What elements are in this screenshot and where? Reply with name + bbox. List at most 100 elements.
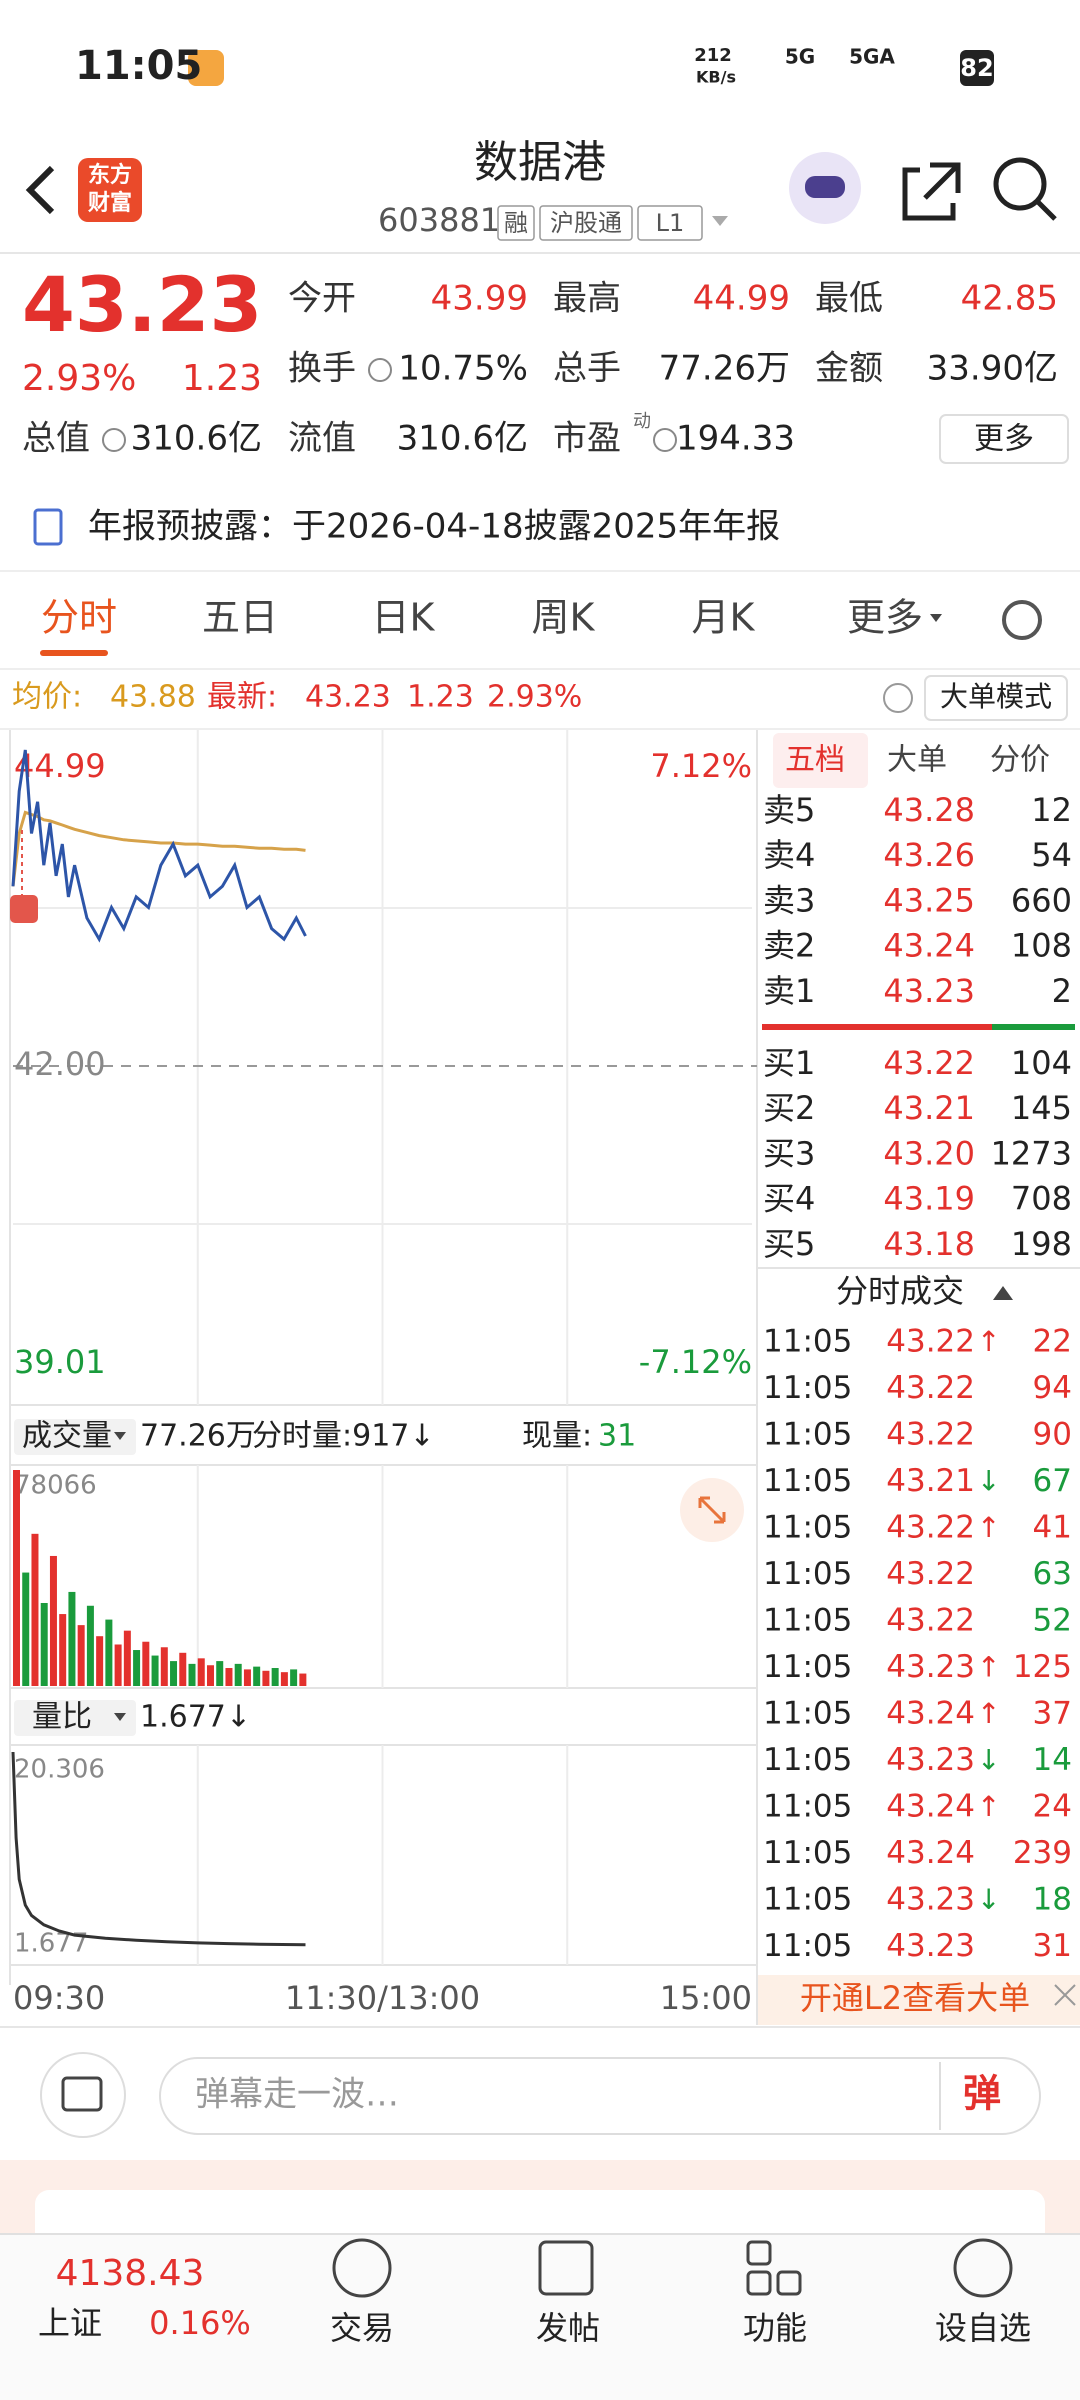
trade-time: 11:05 [763, 1603, 852, 1639]
trade-arrow: ↑ [977, 1790, 1000, 1823]
field-label: 最低 [815, 279, 883, 319]
field-label: 金额 [815, 349, 883, 389]
trade-arrow: ↑ [977, 1697, 1000, 1730]
book-price: 43.21 [883, 1089, 975, 1127]
info-icon [653, 428, 677, 452]
more-button[interactable] [939, 414, 1069, 464]
tag-box [539, 205, 633, 241]
trade-qty: 18 [1033, 1882, 1072, 1918]
y-tick-label: 42.00 [14, 1045, 106, 1083]
trade-time: 11:05 [763, 1370, 852, 1406]
y-tick-label: 20.306 [14, 1755, 105, 1785]
battery-level: 82 [960, 54, 993, 82]
y-tick-label: 1.677 [14, 1929, 88, 1959]
book-price: 43.25 [883, 881, 975, 919]
trade-qty: 63 [1033, 1556, 1072, 1592]
buy-strength [992, 1024, 1075, 1030]
logo [78, 158, 142, 222]
volume-bar [133, 1650, 141, 1686]
volume-bar [262, 1670, 270, 1686]
trade-arrow: ↓ [977, 1465, 1000, 1498]
trade-price: 43.22 [886, 1556, 975, 1592]
ratio-dropdown[interactable] [14, 1700, 136, 1736]
nav-label: 设自选 [935, 2309, 1031, 2347]
book-tab-active[interactable] [773, 733, 868, 788]
help-icon[interactable] [883, 683, 913, 713]
tag-box [497, 205, 535, 241]
network: 5G [785, 45, 815, 69]
field-value: 77.26万 [659, 349, 790, 389]
settings-button[interactable] [1002, 600, 1042, 640]
trade-price: 43.24 [886, 1696, 975, 1732]
y2-tick-label: -7.12% [639, 1343, 752, 1381]
volume-bar [206, 1665, 214, 1686]
danmaku-toggle[interactable] [40, 2052, 126, 2138]
book-price: 43.18 [883, 1225, 975, 1263]
y-tick-label: 39.01 [14, 1343, 106, 1381]
search-button[interactable] [993, 157, 1047, 211]
book-qty: 145 [1011, 1089, 1072, 1127]
index-pct: 0.16% [149, 2304, 251, 2342]
trade-price: 43.23 [886, 1649, 975, 1685]
book-qty: 708 [1011, 1180, 1072, 1218]
trade-price: 43.22 [886, 1510, 975, 1546]
mode-button[interactable] [924, 675, 1068, 721]
l2-banner[interactable] [758, 1975, 1080, 2025]
watchlist-icon[interactable] [953, 2238, 1013, 2298]
post-icon[interactable] [538, 2240, 594, 2296]
function-icon [746, 2270, 772, 2296]
volume-bar [22, 1572, 30, 1686]
trade-time: 11:05 [763, 1649, 852, 1685]
current-volume-label: 现量: [522, 1419, 592, 1454]
book-label: 买1 [763, 1044, 815, 1082]
ratio-title: 量比 [32, 1700, 92, 1735]
volume-bar [234, 1663, 242, 1686]
book-label: 卖5 [763, 791, 815, 829]
trade-arrow: ↓ [977, 1883, 1000, 1916]
avg-value: 43.88 [110, 680, 196, 715]
field-value: 33.90亿 [927, 349, 1058, 389]
comment-input[interactable] [159, 2057, 1041, 2135]
trade-time: 11:05 [763, 1835, 852, 1871]
book-qty: 108 [1011, 927, 1072, 965]
close-banner[interactable] [1054, 1984, 1076, 2006]
pct-value: 2.93% [487, 680, 582, 715]
trade-qty: 31 [1033, 1928, 1072, 1964]
field-label: 最高 [553, 279, 621, 319]
back-button[interactable] [25, 165, 55, 215]
field-label: 今开 [288, 279, 356, 319]
mode-label: 大单模式 [940, 680, 1052, 713]
volume-bar [59, 1614, 67, 1686]
field-value: 310.6亿 [131, 419, 262, 459]
index-value: 4138.43 [56, 2253, 205, 2294]
function-icon [776, 2270, 802, 2296]
share-button[interactable] [902, 162, 961, 221]
book-qty: 2 [1052, 972, 1072, 1010]
buy-marker [10, 895, 38, 923]
trade-time: 11:05 [763, 1556, 852, 1592]
field-value: 10.75% [398, 349, 528, 389]
volume-bar [49, 1555, 57, 1686]
more-label: 更多 [974, 422, 1034, 457]
book-price: 43.28 [883, 791, 975, 829]
series-line [11, 749, 307, 943]
book-qty: 1273 [991, 1134, 1072, 1172]
volume-bar [123, 1630, 131, 1686]
notice-icon [33, 508, 63, 546]
field-sup: 动 [633, 411, 651, 432]
trade-icon[interactable] [332, 2238, 392, 2298]
trade-qty: 125 [1013, 1649, 1072, 1685]
function-icon[interactable] [746, 2240, 772, 2266]
volume-bar [170, 1661, 178, 1686]
book-label: 卖4 [763, 836, 815, 874]
volume-dropdown[interactable] [14, 1419, 136, 1455]
field-label: 总值 [22, 419, 90, 459]
last-price: 43.23 [22, 260, 262, 349]
change-value: 1.23 [407, 680, 474, 715]
book-label: 卖1 [763, 972, 815, 1010]
logo-text: 东方 [88, 162, 132, 188]
trades-title: 分时成交 [836, 1272, 964, 1310]
trade-qty: 14 [1033, 1742, 1072, 1778]
trade-time: 11:05 [763, 1417, 852, 1453]
